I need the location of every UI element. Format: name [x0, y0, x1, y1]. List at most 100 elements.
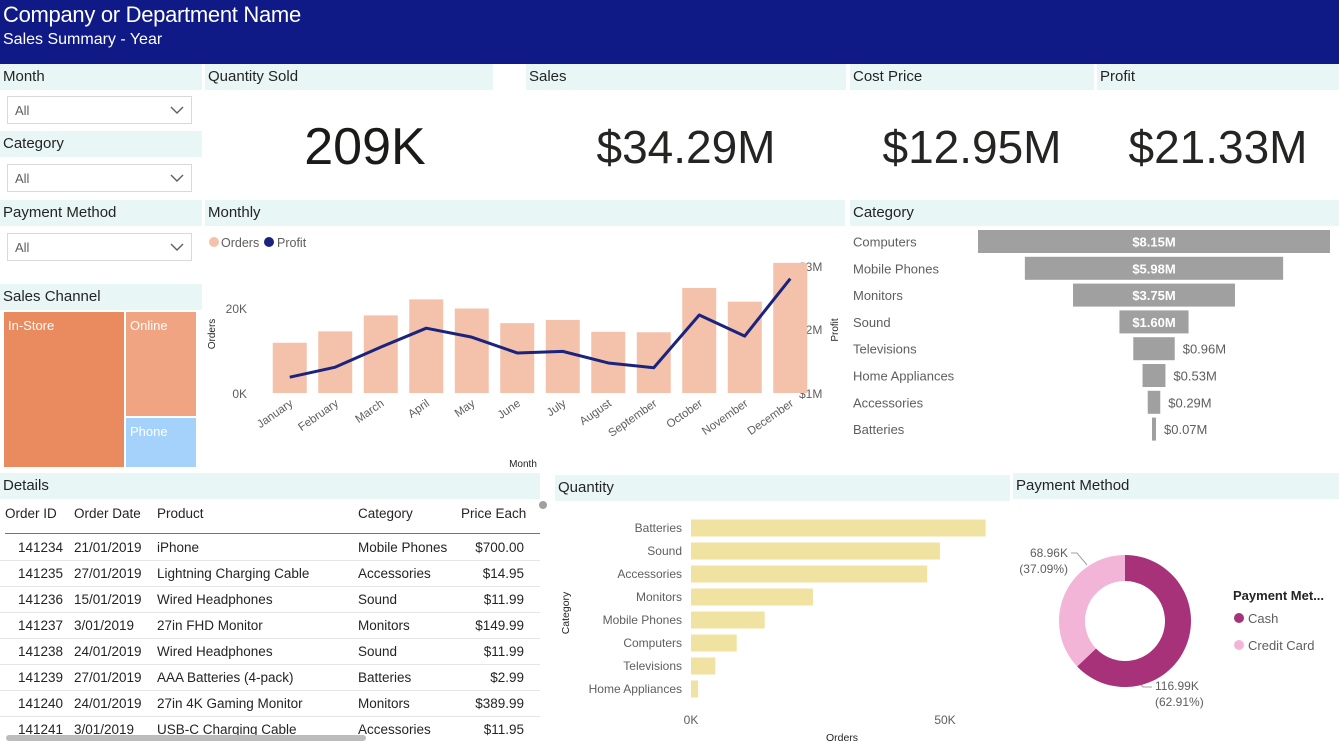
funnel-bar-televisions[interactable]	[1133, 337, 1175, 361]
table-cell-category: Monitors	[358, 696, 410, 711]
table-vertical-scrollbar[interactable]	[539, 501, 547, 509]
y-axis-label: Orders	[207, 319, 218, 350]
table-row[interactable]: 141241 3/01/2019 USB-C Charging Cable Acces…	[0, 717, 540, 737]
legend-title: Payment Met...	[1233, 588, 1324, 603]
details-table: Order ID Order Date Product Category Price E…	[0, 501, 540, 737]
funnel-value-televisions: $0.96M	[1183, 342, 1226, 357]
table-row[interactable]: 141237 3/01/2019 27in FHD Monitor Monitors $…	[0, 613, 540, 639]
funnel-bar-batteries[interactable]	[1152, 417, 1156, 441]
table-row[interactable]: 141238 24/01/2019 Wired Headphones Sound $11…	[0, 639, 540, 665]
treemap-instore[interactable]: In-Store	[3, 311, 125, 468]
funnel-value-mobile-phones: $5.98M	[1132, 261, 1175, 276]
category-funnel-title: Category	[850, 200, 1339, 226]
table-row[interactable]: 141236 15/01/2019 Wired Headphones Sound $11…	[0, 587, 540, 613]
quantity-bar-home-appliances[interactable]	[691, 680, 699, 698]
table-cell-order-date: 24/01/2019	[74, 644, 142, 659]
chevron-down-icon	[170, 106, 184, 114]
column-header-category[interactable]: Category	[358, 506, 413, 521]
treemap-online[interactable]: Online	[125, 311, 197, 417]
funnel-bar-monitors[interactable]	[1073, 283, 1235, 307]
quantity-category-computers: Computers	[623, 636, 682, 650]
quantity-category-home-appliances: Home Appliances	[589, 682, 682, 696]
table-cell-price-each: $2.99	[490, 670, 524, 685]
column-header-order-id[interactable]: Order ID	[5, 506, 57, 521]
x-tick-0k: 0K	[684, 713, 699, 727]
treemap-phone-label: Phone	[130, 424, 168, 439]
payment-slicer-value: All	[15, 240, 30, 255]
orders-bar-june[interactable]	[500, 323, 535, 393]
column-header-order-date[interactable]: Order Date	[74, 506, 141, 521]
category-funnel-chart: Computers $8.15M Mobile Phones $5.98M Monito…	[853, 230, 1330, 441]
table-cell-order-id: 141240	[18, 696, 64, 711]
orders-bar-december[interactable]	[773, 262, 808, 393]
quantity-bar-accessories[interactable]	[691, 565, 928, 583]
details-title: Details	[0, 473, 540, 499]
cost-kpi-title: Cost Price	[850, 64, 1094, 90]
table-cell-product: Wired Headphones	[157, 592, 273, 607]
sales-kpi-title: Sales	[526, 64, 846, 90]
quantity-bar-computers[interactable]	[691, 634, 737, 652]
quantity-bar-mobile-phones[interactable]	[691, 611, 765, 629]
table-cell-product: 27in FHD Monitor	[157, 618, 263, 633]
y2-axis-label: Profit	[830, 318, 841, 342]
credit-pct-label: (37.09%)	[1019, 562, 1068, 576]
orders-bar-july[interactable]	[545, 319, 580, 393]
payment-slicer-dropdown[interactable]: All	[7, 233, 192, 261]
legend-orders-marker	[209, 237, 219, 247]
orders-bar-january[interactable]	[272, 342, 307, 393]
table-cell-order-date: 21/01/2019	[74, 540, 142, 555]
table-cell-price-each: $11.99	[483, 592, 524, 607]
funnel-bar-accessories[interactable]	[1147, 390, 1161, 414]
table-cell-order-id: 141239	[18, 670, 64, 685]
x-axis-label: Month	[509, 459, 537, 470]
table-cell-product: AAA Batteries (4-pack)	[157, 670, 294, 685]
table-cell-order-id: 141241	[18, 722, 64, 737]
table-cell-price-each: $700.00	[475, 540, 524, 555]
orders-bar-november[interactable]	[727, 301, 762, 393]
credit-leader-line	[1071, 552, 1088, 566]
column-header-product[interactable]: Product	[157, 506, 204, 521]
orders-bar-october[interactable]	[682, 287, 717, 393]
funnel-value-accessories: $0.29M	[1168, 395, 1211, 410]
table-row[interactable]: 141235 27/01/2019 Lightning Charging Cable…	[0, 561, 540, 587]
funnel-category-computers: Computers	[853, 235, 917, 250]
table-cell-category: Sound	[358, 592, 398, 607]
quantity-chart: Category Orders 0K 50K Batteries Sound Acc…	[560, 519, 986, 744]
table-row[interactable]: 141239 27/01/2019 AAA Batteries (4-pack) Ba…	[0, 665, 540, 691]
column-header-price-each[interactable]: Price Each	[461, 506, 527, 521]
category-slicer-dropdown[interactable]: All	[7, 164, 192, 192]
donut-slice-cash[interactable]	[1077, 555, 1191, 687]
donut-slice-credit-card[interactable]	[1058, 555, 1125, 667]
orders-bar-may[interactable]	[454, 308, 489, 393]
profit-line[interactable]	[289, 277, 792, 379]
funnel-category-televisions: Televisions	[853, 342, 917, 357]
table-cell-order-id: 141237	[18, 618, 64, 633]
x-tick-50k: 50K	[934, 713, 955, 727]
funnel-category-mobile-phones: Mobile Phones	[853, 261, 939, 276]
month-slicer-dropdown[interactable]: All	[7, 96, 192, 124]
table-row[interactable]: 141240 24/01/2019 27in 4K Gaming Monitor Mo…	[0, 691, 540, 717]
funnel-bar-computers[interactable]	[978, 230, 1330, 253]
funnel-bar-home-appliances[interactable]	[1142, 364, 1166, 387]
table-cell-order-id: 141234	[18, 540, 64, 555]
x-tick-january: January	[255, 397, 296, 430]
funnel-bar-mobile-phones[interactable]	[1024, 256, 1284, 280]
table-cell-price-each: $389.99	[475, 696, 524, 711]
orders-bar-march[interactable]	[363, 315, 398, 393]
table-horizontal-scrollbar[interactable]	[6, 735, 366, 741]
legend-credit-label: Credit Card	[1248, 638, 1314, 653]
quantity-bar-monitors[interactable]	[691, 588, 813, 606]
orders-bar-april[interactable]	[409, 299, 444, 393]
table-cell-order-date: 3/01/2019	[74, 722, 135, 737]
payment-method-chart: Payment Met... Cash Credit Card 68.96K (…	[1019, 546, 1324, 709]
funnel-bar-sound[interactable]	[1119, 310, 1189, 334]
quantity-bar-televisions[interactable]	[691, 657, 716, 675]
quantity-bar-sound[interactable]	[691, 542, 940, 560]
table-row[interactable]: 141234 21/01/2019 iPhone Mobile Phones $700.…	[0, 535, 540, 561]
quantity-category-sound: Sound	[647, 544, 682, 558]
orders-bar-september[interactable]	[636, 332, 671, 393]
quantity-bar-batteries[interactable]	[691, 519, 986, 537]
treemap-phone[interactable]: Phone	[125, 417, 197, 468]
x-tick-march: March	[353, 398, 386, 426]
